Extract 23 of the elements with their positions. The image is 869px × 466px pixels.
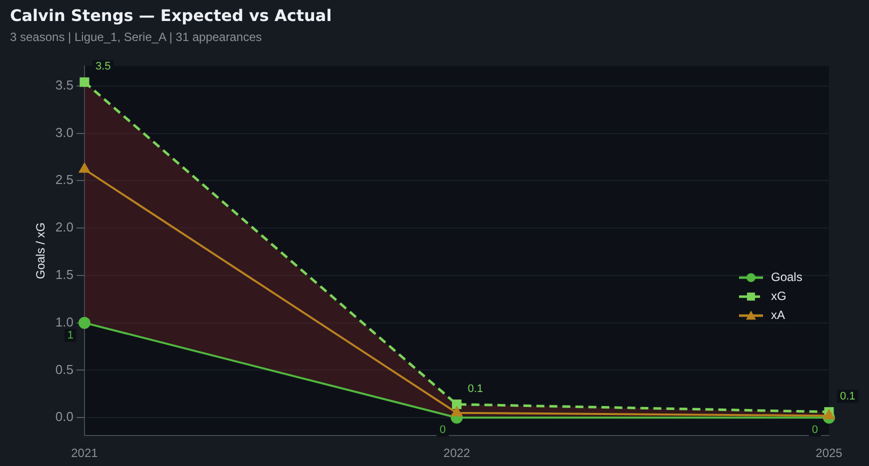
y-tick-label: 2.0 xyxy=(55,220,74,235)
x-tick-label: 2025 xyxy=(816,446,843,460)
y-tick-label: 0.0 xyxy=(55,409,74,424)
data-label: 3.5 xyxy=(95,60,111,73)
y-axis-title: Goals / xG xyxy=(34,222,48,280)
data-label: 0.1 xyxy=(468,382,484,395)
x-tick-label: 2022 xyxy=(443,446,470,460)
y-tick-label: 2.5 xyxy=(55,172,74,188)
chart-title: Calvin Stengs — Expected vs Actual xyxy=(10,6,332,25)
y-tick-label: 3.5 xyxy=(55,77,74,92)
legend-label: Goals xyxy=(771,270,802,284)
legend-label: xA xyxy=(771,308,786,322)
legend-label: xG xyxy=(771,288,786,303)
data-label: 0 xyxy=(440,424,446,436)
data-label: 0.1 xyxy=(840,390,856,402)
y-tick-label: 1.5 xyxy=(55,267,74,282)
y-tick-label: 1.0 xyxy=(55,314,74,330)
data-label: 1 xyxy=(67,329,74,342)
chart-subtitle: 3 seasons | Ligue_1, Serie_A | 31 appearances xyxy=(10,30,262,44)
y-tick-label: 0.5 xyxy=(55,362,74,377)
x-tick-label: 2021 xyxy=(71,446,98,460)
y-tick-label: 3.0 xyxy=(55,124,74,140)
data-label: 0 xyxy=(812,424,818,436)
